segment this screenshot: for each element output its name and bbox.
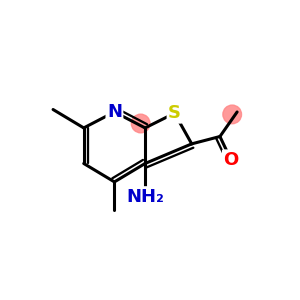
Circle shape: [223, 105, 242, 124]
Text: S: S: [168, 104, 181, 122]
Text: NH₂: NH₂: [126, 188, 164, 206]
Circle shape: [131, 114, 150, 133]
Text: O: O: [223, 151, 238, 169]
Text: N: N: [107, 103, 122, 121]
